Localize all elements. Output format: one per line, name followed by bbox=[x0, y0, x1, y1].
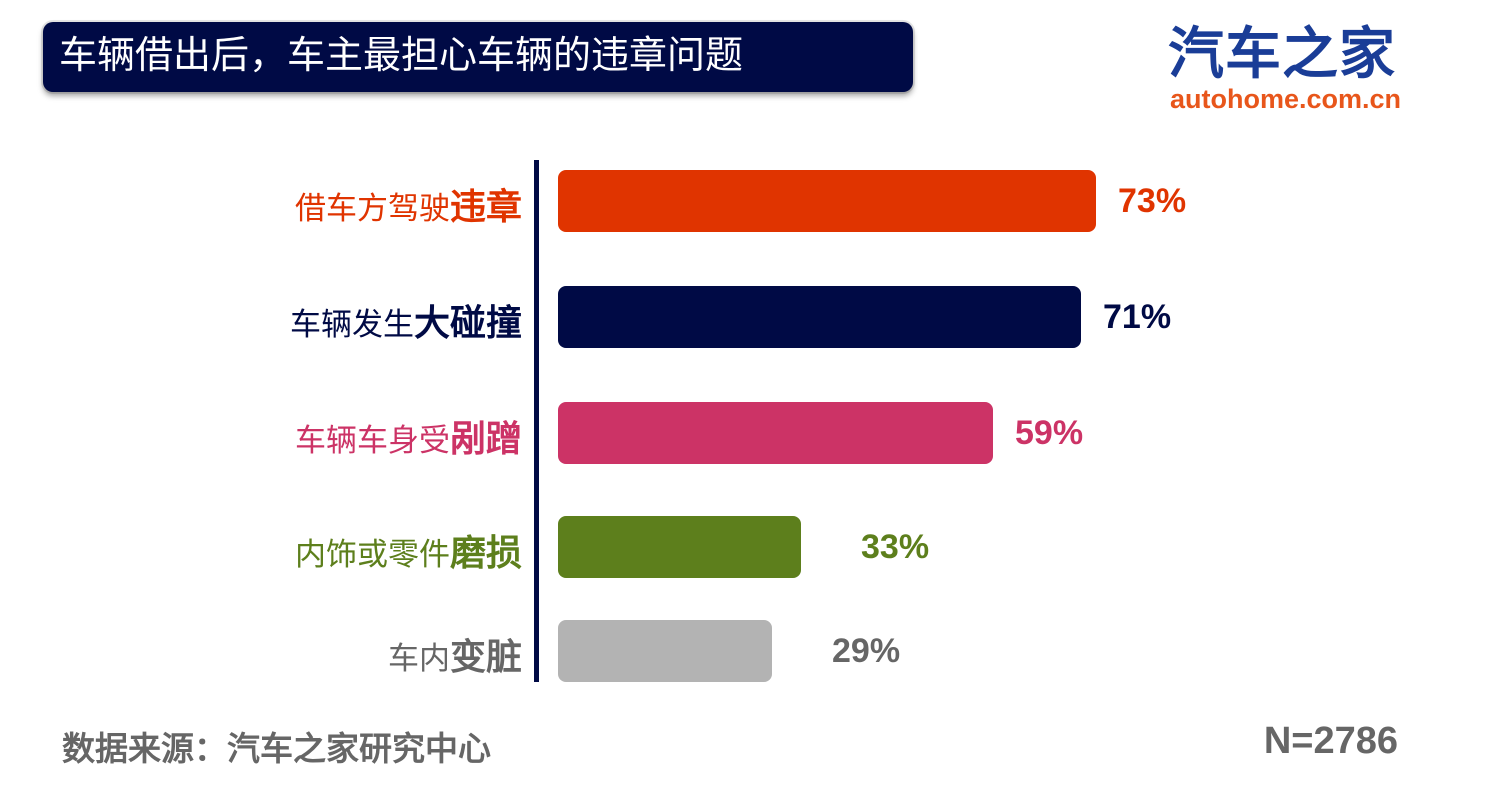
bar-1 bbox=[558, 170, 1096, 232]
bar-4 bbox=[558, 516, 801, 578]
category-label-emphasis: 大碰撞 bbox=[413, 303, 522, 344]
value-label-5: 29% bbox=[832, 632, 901, 670]
category-label-2: 车辆发生大碰撞 bbox=[290, 294, 522, 346]
logo-text-cn: 汽车之家 bbox=[1168, 22, 1396, 87]
bar-2 bbox=[558, 286, 1081, 348]
category-label-4: 内饰或零件磨损 bbox=[295, 524, 522, 576]
title-banner: 车辆借出后，车主最担心车辆的违章问题 bbox=[43, 22, 913, 92]
value-label-4: 33% bbox=[861, 528, 930, 566]
value-label-1: 73% bbox=[1118, 182, 1187, 220]
category-axis-line bbox=[534, 160, 539, 682]
logo-text-url: autohome.com.cn bbox=[1170, 84, 1402, 114]
category-label-emphasis: 剐蹭 bbox=[449, 419, 522, 460]
value-label-2: 71% bbox=[1103, 298, 1172, 336]
category-label-5: 车内变脏 bbox=[388, 628, 522, 680]
category-label-emphasis: 磨损 bbox=[449, 533, 522, 574]
category-label-prefix: 借车方驾驶 bbox=[294, 191, 450, 227]
category-label-prefix: 车辆车身受 bbox=[294, 423, 450, 459]
chart-title: 车辆借出后，车主最担心车辆的违章问题 bbox=[59, 33, 744, 77]
value-label-3: 59% bbox=[1015, 414, 1084, 452]
category-label-emphasis: 违章 bbox=[449, 187, 522, 228]
bar-5 bbox=[558, 620, 772, 682]
category-label-3: 车辆车身受剐蹭 bbox=[295, 410, 522, 462]
category-label-emphasis: 变脏 bbox=[449, 637, 522, 678]
category-label-prefix: 车内 bbox=[387, 641, 450, 677]
bar-3 bbox=[558, 402, 993, 464]
category-label-1: 借车方驾驶违章 bbox=[295, 178, 522, 230]
category-label-prefix: 内饰或零件 bbox=[294, 537, 450, 573]
category-label-prefix: 车辆发生 bbox=[289, 307, 414, 343]
autohome-logo: 汽车之家 autohome.com.cn bbox=[1168, 24, 1403, 116]
data-source-note: 数据来源：汽车之家研究中心 bbox=[62, 729, 491, 768]
sample-size: N=2786 bbox=[1263, 720, 1398, 762]
